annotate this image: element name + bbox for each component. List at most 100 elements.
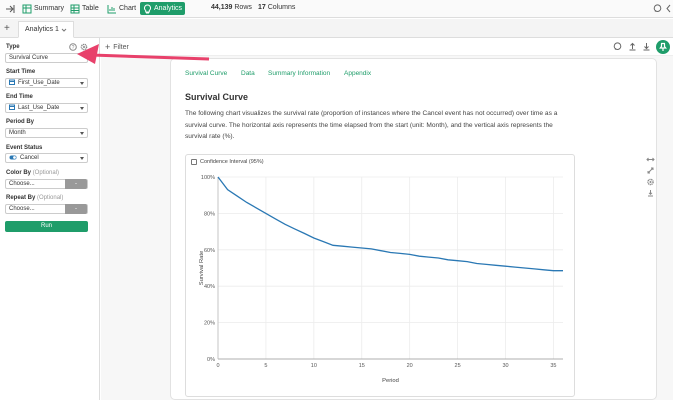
x-tick-label: 0 <box>216 363 219 369</box>
period-by-value: Month <box>9 130 26 136</box>
start-time-select[interactable]: First_Use_Date <box>5 78 88 88</box>
chevron-down-icon[interactable] <box>61 27 67 33</box>
add-tab-button[interactable]: + <box>4 23 10 34</box>
tab-bar: + Analytics 1 <box>0 19 673 38</box>
survival-curve-line <box>217 176 563 272</box>
top-toolbar: Summary Table Chart Analytics 44,139 Row… <box>0 0 673 18</box>
y-tick-label: 80% <box>204 211 215 217</box>
analytics-settings-panel: Type ? Survival Curve Start Time First_U… <box>0 38 100 400</box>
x-tick-label: 10 <box>311 363 317 369</box>
chevron-down-icon <box>80 132 84 135</box>
y-tick-label: 100% <box>201 175 215 181</box>
plus-icon: + <box>105 42 111 52</box>
gear-icon[interactable] <box>646 178 655 186</box>
x-tick-label: 30 <box>502 363 508 369</box>
analytics-button[interactable]: Analytics <box>140 2 186 15</box>
x-tick-label: 25 <box>455 363 461 369</box>
tab-survival-curve[interactable]: Survival Curve <box>185 70 228 77</box>
calendar-icon <box>9 104 15 112</box>
survival-curve-chart: 0% 20% 40% 60% 80% 100% 0 5 10 15 20 25 30 35 Period Su… <box>199 175 563 384</box>
filter-label: Filter <box>113 43 129 51</box>
tab-summary-information[interactable]: Summary Information <box>268 70 331 77</box>
chart-container: Confidence Interval (95%) 0% 20% 40% 60% 80%… <box>185 154 575 397</box>
end-time-select[interactable]: Last_Use_Date <box>5 103 88 113</box>
pin-button[interactable] <box>656 40 670 54</box>
comment-icon[interactable] <box>613 42 622 51</box>
end-time-label: End Time <box>6 94 33 100</box>
chevron-down-icon <box>80 82 84 85</box>
x-tick-label: 35 <box>550 363 556 369</box>
chart-label: Chart <box>119 5 137 12</box>
period-by-label: Period By <box>6 119 35 125</box>
event-status-label: Event Status <box>6 145 43 151</box>
tab-appendix[interactable]: Appendix <box>344 70 372 77</box>
table-icon <box>70 4 80 13</box>
type-label: Type <box>6 44 20 50</box>
chevron-down-icon <box>80 107 84 110</box>
repeat-by-select[interactable]: Choose... - <box>5 204 88 214</box>
color-by-label: Color By (Optional) <box>6 170 60 176</box>
calendar-icon <box>9 79 15 87</box>
y-tick-label: 0% <box>207 357 215 363</box>
columns-count: 17 Columns <box>258 4 296 11</box>
annotation-arrow <box>77 44 210 64</box>
download-icon[interactable] <box>642 42 651 51</box>
summary-icon <box>22 4 32 13</box>
tab-analytics-1[interactable]: Analytics 1 <box>18 21 74 38</box>
chart-icon <box>107 4 116 13</box>
tab-data[interactable]: Data <box>241 70 255 77</box>
help-icon[interactable]: ? <box>69 43 77 51</box>
panel-collapse-icon[interactable] <box>661 2 673 15</box>
gear-icon[interactable] <box>80 43 88 51</box>
checkbox-icon <box>191 159 197 165</box>
repeat-by-label: Repeat By (Optional) <box>6 195 64 201</box>
start-time-value: First_Use_Date <box>18 80 60 86</box>
chevron-down-icon <box>80 157 84 160</box>
repeat-by-value: Choose... <box>9 206 35 212</box>
rows-count: 44,139 Rows <box>211 4 252 11</box>
color-by-dash-button[interactable]: - <box>65 179 87 189</box>
section-title: Survival Curve <box>185 92 249 102</box>
tab-label: Analytics 1 <box>25 26 59 33</box>
repeat-by-dash-button[interactable]: - <box>65 204 87 214</box>
y-axis-label: Survival Rate <box>199 251 205 285</box>
x-tick-label: 20 <box>407 363 413 369</box>
period-by-select[interactable]: Month <box>5 128 88 138</box>
comment-icon[interactable] <box>650 2 665 15</box>
y-tick-label: 20% <box>204 321 215 327</box>
download-icon[interactable] <box>646 189 655 197</box>
event-status-select[interactable]: Cancel <box>5 153 88 163</box>
chart-button[interactable]: Chart <box>104 2 139 15</box>
report-card: Survival Curve Data Summary Information … <box>170 58 657 400</box>
start-time-label: Start Time <box>6 69 36 75</box>
x-tick-label: 15 <box>359 363 365 369</box>
svg-text:?: ? <box>72 45 75 51</box>
x-axis-label: Period <box>382 378 399 384</box>
main-area: + Filter Survival Curve Data Summary Inf… <box>77 38 673 400</box>
summary-button[interactable]: Summary <box>19 2 67 15</box>
y-tick-label: 60% <box>204 248 215 254</box>
filter-bar: + Filter <box>101 38 673 56</box>
section-description: The following chart visualizes the survi… <box>185 110 558 140</box>
type-value: Survival Curve <box>9 55 49 61</box>
x-tick-label: 5 <box>264 363 267 369</box>
confidence-interval-checkbox[interactable]: Confidence Interval (95%) <box>191 159 264 165</box>
event-status-value: Cancel <box>20 155 39 161</box>
summary-label: Summary <box>34 5 64 12</box>
analytics-label: Analytics <box>154 5 183 12</box>
fullscreen-icon[interactable] <box>646 167 655 175</box>
pin-icon <box>659 42 667 51</box>
expand-horizontal-icon[interactable] <box>646 156 655 163</box>
color-by-select[interactable]: Choose... - <box>5 179 88 189</box>
run-button[interactable]: Run <box>5 221 88 232</box>
lightbulb-icon <box>144 3 151 13</box>
confidence-interval-label: Confidence Interval (95%) <box>200 159 264 165</box>
filter-button[interactable]: + Filter <box>105 42 129 52</box>
export-icon[interactable] <box>628 42 637 51</box>
toggle-icon <box>9 155 17 162</box>
collapse-sidebar-icon[interactable] <box>2 2 18 15</box>
table-button[interactable]: Table <box>67 2 102 15</box>
end-time-value: Last_Use_Date <box>18 105 60 111</box>
color-by-value: Choose... <box>9 181 35 187</box>
y-tick-label: 40% <box>204 284 215 290</box>
